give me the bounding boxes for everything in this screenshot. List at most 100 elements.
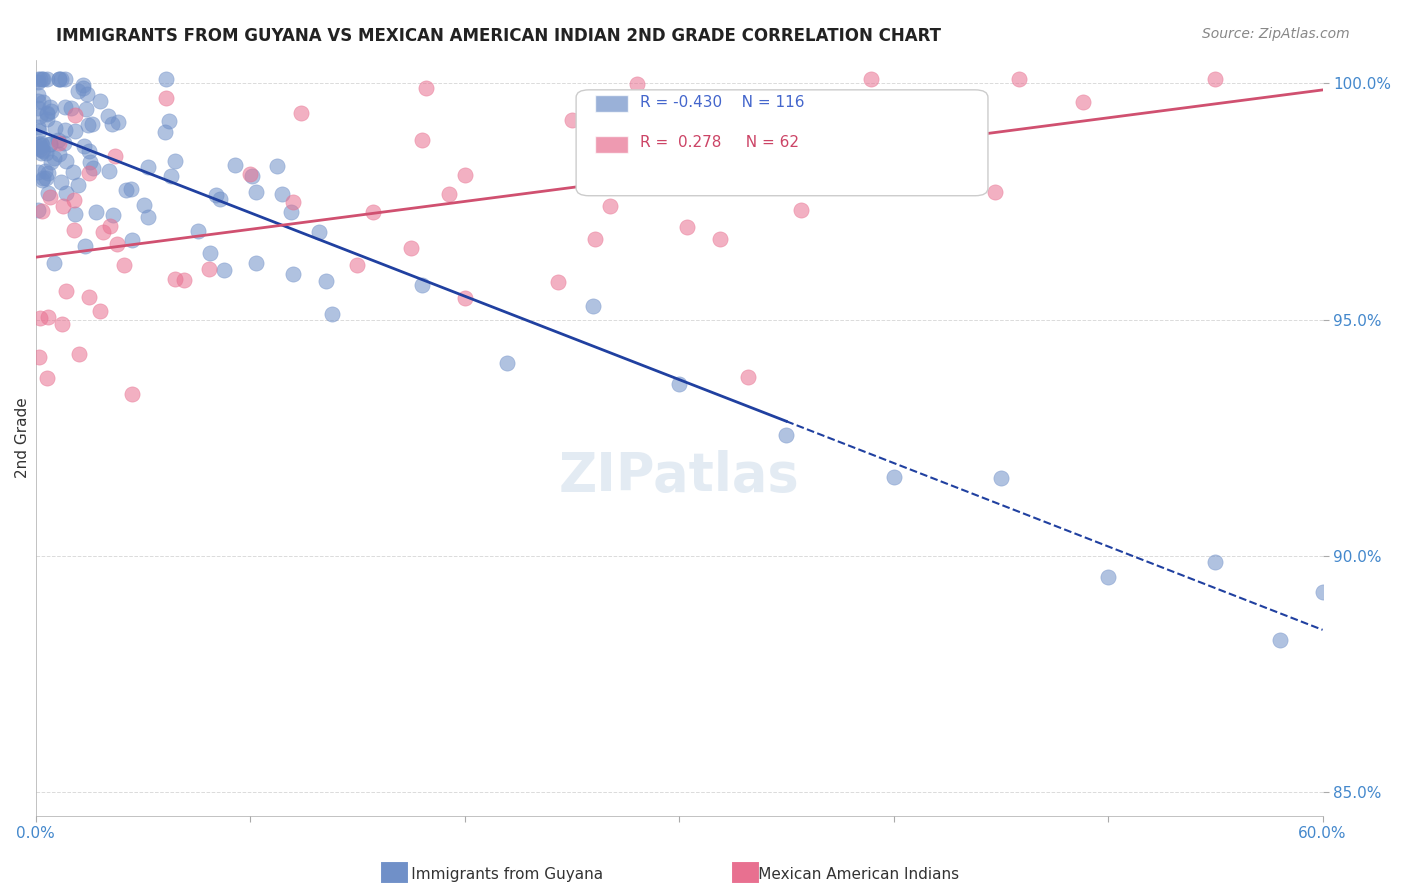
- Point: [240, 169, 263, 184]
- Point: [31, 173, 53, 187]
- Point: [79, 154, 101, 169]
- Point: [605, 155, 627, 169]
- Point: [27, 165, 49, 179]
- Point: [89, 95, 111, 109]
- Point: [77, 290, 100, 304]
- Point: [346, 258, 368, 272]
- Point: [114, 183, 136, 197]
- Point: [27, 94, 49, 108]
- Point: [205, 188, 228, 202]
- Point: [30, 142, 52, 156]
- Point: [914, 151, 936, 165]
- Point: [48, 146, 70, 161]
- Point: [614, 172, 637, 186]
- Point: [49, 71, 72, 86]
- Point: [32, 95, 55, 109]
- Point: [173, 273, 195, 287]
- Point: [55, 154, 77, 169]
- Point: [28, 350, 51, 364]
- Point: [84, 205, 107, 219]
- Point: [35, 371, 58, 385]
- Point: [51, 317, 73, 331]
- Point: [38, 136, 60, 151]
- Point: [187, 224, 209, 238]
- Point: [55, 284, 77, 298]
- Point: [198, 246, 221, 260]
- Point: [561, 113, 583, 128]
- Point: [72, 139, 94, 153]
- Point: [53, 100, 76, 114]
- Point: [984, 185, 1007, 199]
- Point: [1312, 584, 1334, 599]
- Point: [35, 112, 58, 126]
- Point: [280, 204, 302, 219]
- Point: [439, 187, 461, 202]
- Point: [121, 386, 143, 401]
- Point: [66, 178, 89, 192]
- Point: [37, 310, 59, 324]
- Point: [63, 223, 86, 237]
- Point: [82, 161, 104, 175]
- Point: [120, 182, 142, 196]
- Bar: [595, 95, 627, 112]
- Point: [48, 71, 70, 86]
- Point: [245, 256, 267, 270]
- Point: [62, 165, 84, 179]
- Point: [35, 170, 58, 185]
- Point: [209, 192, 232, 206]
- Point: [97, 109, 120, 123]
- Point: [31, 144, 53, 158]
- Point: [27, 75, 49, 89]
- Point: [121, 233, 143, 247]
- Point: [31, 203, 53, 218]
- Point: [34, 164, 56, 178]
- Point: [53, 123, 76, 137]
- Point: [271, 186, 294, 201]
- Point: [98, 219, 121, 234]
- Point: [411, 278, 433, 293]
- Point: [31, 170, 53, 185]
- Point: [35, 146, 58, 161]
- Point: [132, 197, 155, 211]
- Point: [1268, 633, 1291, 648]
- Point: [990, 471, 1012, 485]
- Point: [198, 262, 221, 277]
- Point: [153, 125, 176, 139]
- Point: [281, 194, 304, 209]
- Point: [136, 160, 159, 174]
- Point: [27, 120, 49, 134]
- Point: [626, 77, 648, 91]
- Point: [37, 166, 59, 180]
- Point: [49, 175, 72, 189]
- Point: [38, 100, 60, 114]
- Text: R = -0.430    N = 116: R = -0.430 N = 116: [641, 95, 806, 111]
- Point: [30, 145, 52, 160]
- Point: [775, 427, 797, 442]
- Point: [27, 71, 49, 86]
- Point: [547, 275, 569, 289]
- Point: [889, 117, 911, 131]
- Point: [72, 78, 94, 92]
- Point: [77, 145, 100, 159]
- Point: [662, 144, 685, 158]
- Point: [44, 151, 66, 165]
- Point: [496, 356, 519, 370]
- Point: [37, 186, 59, 201]
- Point: [37, 105, 59, 120]
- Point: [883, 469, 905, 483]
- Point: [136, 210, 159, 224]
- Point: [52, 199, 75, 213]
- Point: [155, 91, 177, 105]
- Point: [1008, 71, 1031, 86]
- Point: [53, 71, 76, 86]
- Point: [27, 203, 49, 218]
- Point: [27, 124, 49, 138]
- Point: [28, 137, 51, 152]
- Point: [66, 84, 89, 98]
- Point: [104, 149, 127, 163]
- Point: [27, 139, 49, 153]
- Point: [583, 232, 606, 246]
- Point: [790, 202, 813, 217]
- Point: [283, 267, 305, 281]
- Point: [82, 117, 104, 131]
